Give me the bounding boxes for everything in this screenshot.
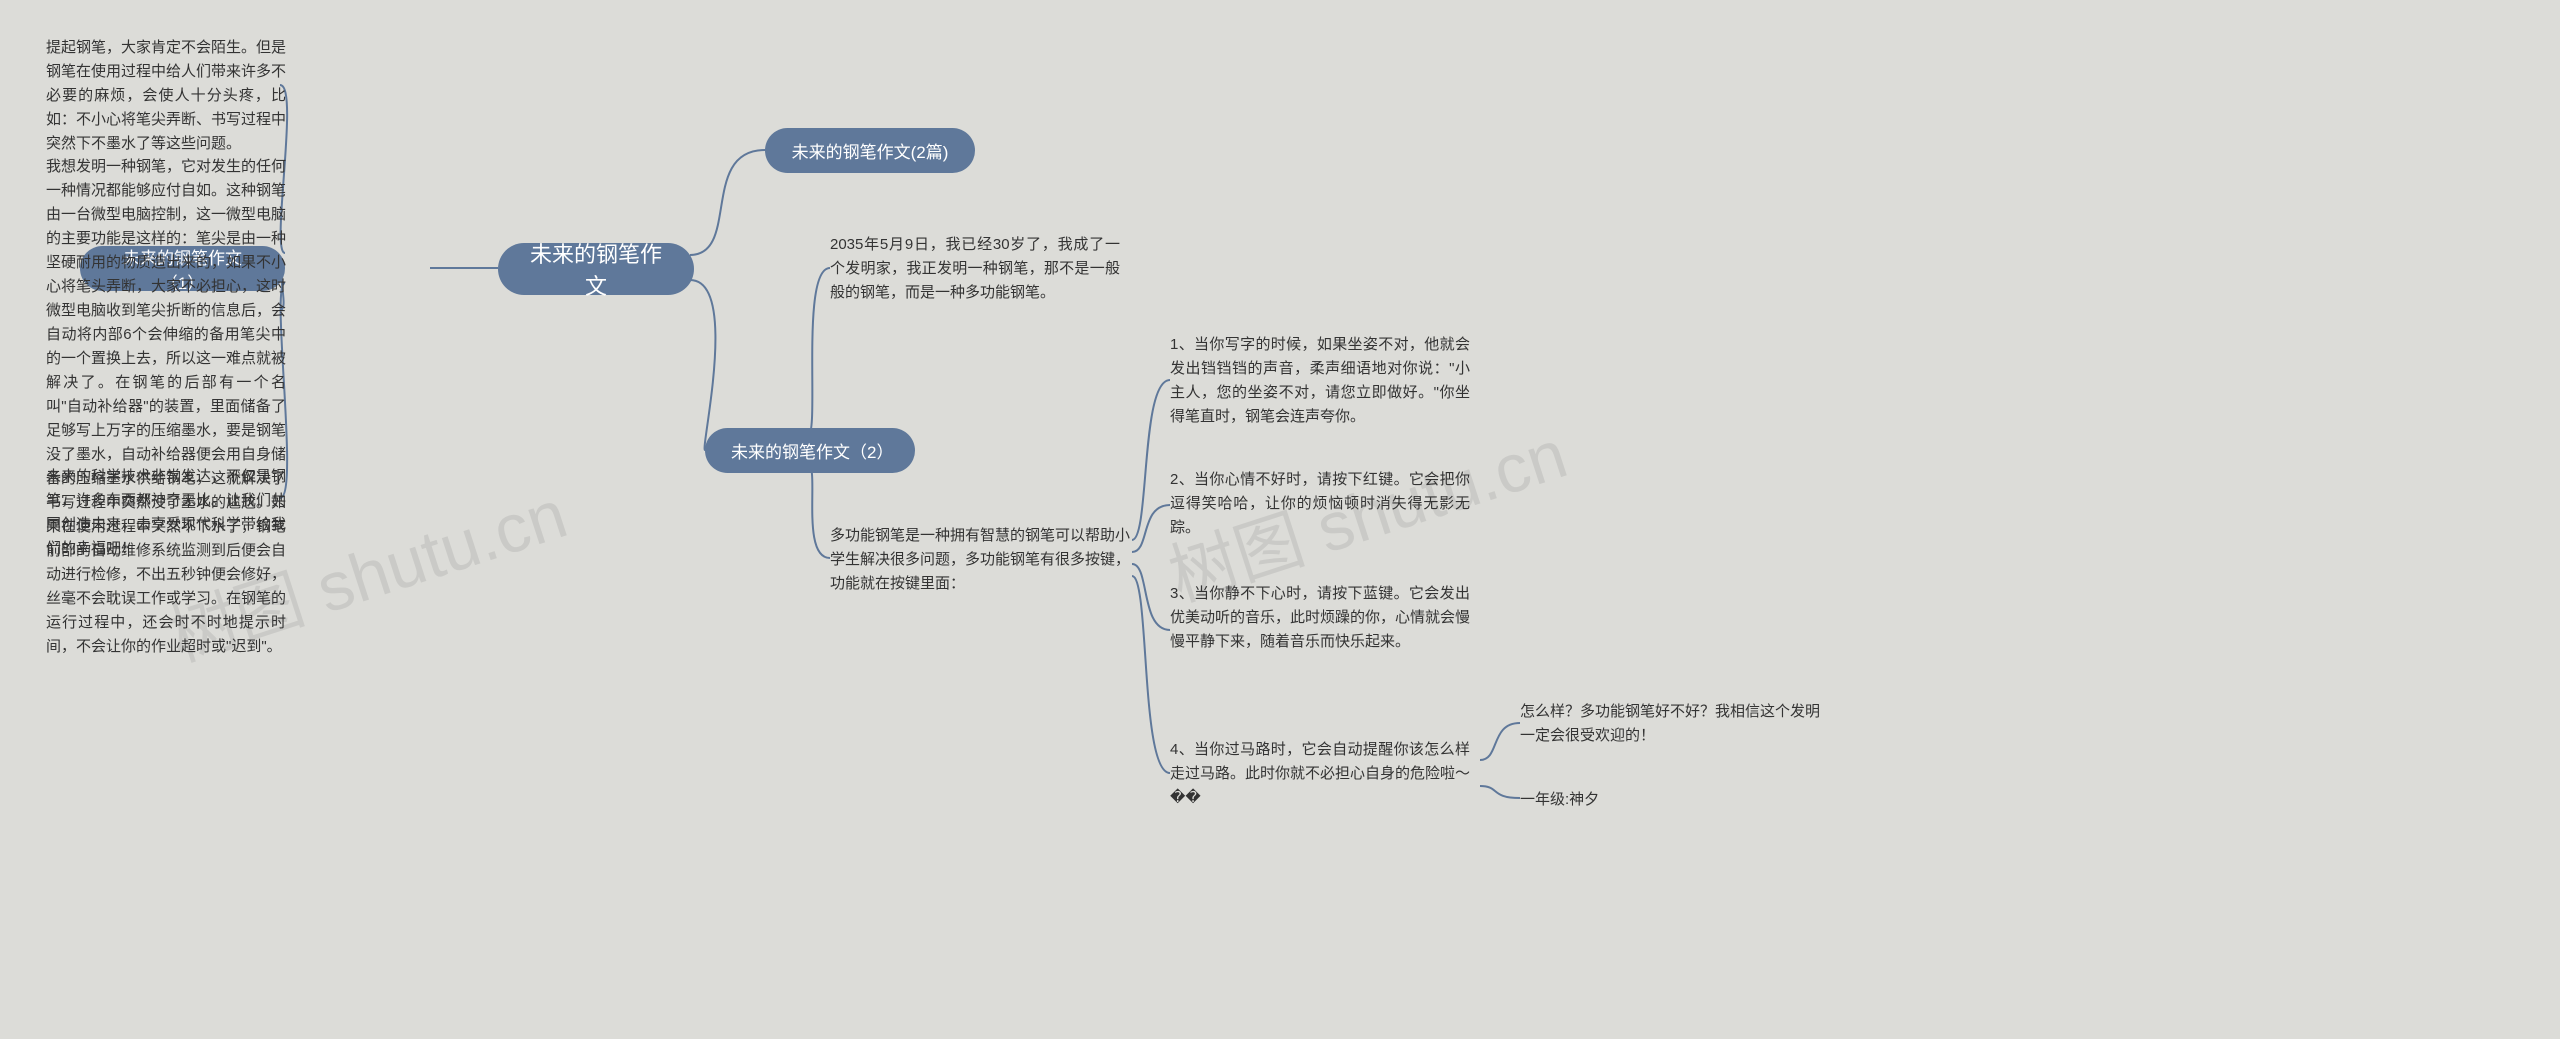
right-intro: 2035年5月9日，我已经30岁了，我成了一个发明家，我正发明一种钢笔，那不是一… — [830, 233, 1120, 305]
item-3: 3、当你静不下心时，请按下蓝键。它会发出优美动听的音乐，此时烦躁的你，心情就会慢… — [1170, 582, 1470, 654]
root-node[interactable]: 未来的钢笔作文 — [498, 243, 694, 295]
left-p2: 我想发明一种钢笔，它对发生的任何一种情况都能够应付自如。这种钢笔由一台微型电脑控… — [46, 155, 286, 659]
item-4-sub1: 怎么样？多功能钢笔好不好？我相信这个发明一定会很受欢迎的！ — [1520, 700, 1820, 748]
item-1: 1、当你写字的时候，如果坐姿不对，他就会发出铛铛铛的声音，柔声细语地对你说："小… — [1170, 333, 1470, 429]
item-4: 4、当你过马路时，它会自动提醒你该怎么样走过马路。此时你就不必担心自身的危险啦～… — [1170, 738, 1470, 810]
item-2: 2、当你心情不好时，请按下红键。它会把你逗得笑哈哈，让你的烦恼顿时消失得无影无踪… — [1170, 468, 1470, 540]
right-bottom-node[interactable]: 未来的钢笔作文（2） — [705, 428, 915, 473]
item-4-sub2: 一年级:神夕 — [1520, 788, 1820, 812]
left-p1: 提起钢笔，大家肯定不会陌生。但是钢笔在使用过程中给人们带来许多不必要的麻烦，会使… — [46, 36, 286, 156]
right-hub: 多功能钢笔是一种拥有智慧的钢笔可以帮助小学生解决很多问题，多功能钢笔有很多按键，… — [830, 524, 1130, 596]
left-p3: 未来的科学技术非常发达，不仅是钢笔，许多东西都神奇无比。让我们共同创造未来，去享… — [46, 465, 286, 561]
right-top-node[interactable]: 未来的钢笔作文(2篇) — [765, 128, 975, 173]
